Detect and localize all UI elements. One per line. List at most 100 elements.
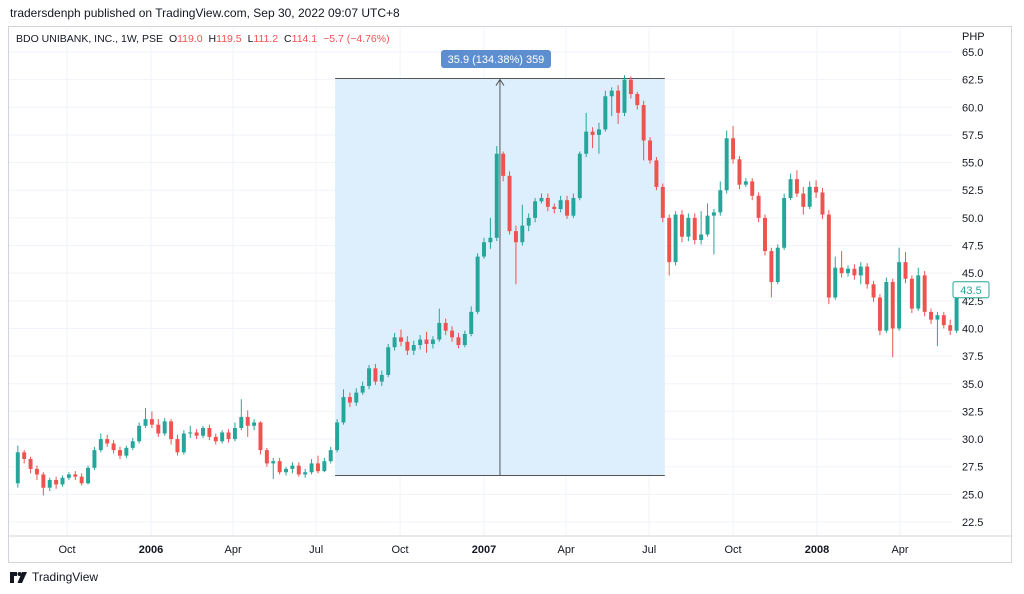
candle-body [258,422,263,451]
candle-body [686,217,691,237]
candle-body [565,200,570,216]
change-value: −5.7 (−4.76%) [323,33,390,45]
candle-body [424,339,429,344]
candle-body [737,159,742,185]
price-tick-label: 60.0 [962,102,983,114]
candle-body [545,197,550,207]
time-tick-label: 2008 [805,544,829,556]
candle-body [290,465,295,469]
symbol-legend: BDO UNIBANK, INC., 1W, PSE O119.0 H119.5… [16,33,390,45]
candle-body [801,193,806,207]
candle-body [858,266,863,276]
candle-body [590,131,595,135]
time-tick-label: Apr [225,544,242,556]
candle-body [341,397,346,423]
candle-body [635,94,640,106]
candle-body [520,225,525,243]
candle-body [909,278,914,309]
candle-body [252,422,257,426]
candle-body [718,190,723,213]
candle-body [175,439,180,453]
candle-body [130,441,135,448]
candle-body [756,195,761,218]
symbol-name: BDO UNIBANK, INC., 1W, PSE [16,33,164,45]
candle-body [124,447,129,456]
high-label: H [208,33,217,45]
price-tick-label: 22.5 [962,517,983,529]
candle-body [782,197,787,248]
time-tick-label: Oct [59,544,76,556]
candle-body [367,368,372,386]
candle-body [807,186,812,207]
low-value: 111.2 [253,33,279,45]
candle-body [584,131,589,154]
candle-body [826,214,831,298]
range-badge-label: 35.9 (134.38%) 359 [448,54,545,66]
tradingview-logo-icon [10,571,27,583]
candle-body [941,315,946,326]
candle-body [763,217,767,252]
candle-body [443,322,448,331]
candle-body [220,432,225,442]
time-tick-label: Apr [891,544,908,556]
candle-body [60,477,65,485]
candle-body [335,422,340,451]
candle-body [922,275,927,312]
candle-body [679,214,684,237]
candle-body [488,237,493,243]
time-tick-label: Apr [558,544,575,556]
range-badge [441,50,551,68]
candle-body [814,186,819,193]
candle-body [622,79,627,113]
candle-body [699,234,704,240]
candle-body [347,397,352,403]
price-tick-label: 47.5 [962,241,983,253]
candle-body [507,175,512,232]
candle-body [750,181,755,196]
price-tick-label: 52.5 [962,185,983,197]
candle-body [201,428,205,436]
currency-label: PHP [962,31,985,43]
candle-body [820,192,825,215]
candle-body [852,268,857,276]
candle-body [692,217,697,240]
candle-body [731,138,736,160]
price-tick-label: 50.0 [962,213,983,225]
candle-body [213,436,218,442]
candle-body [226,432,231,440]
candle-body [775,247,780,283]
candle-body [430,339,435,344]
close-label: C [284,33,292,45]
candle-body [839,267,844,274]
candle-body [724,138,729,191]
candle-body [47,479,52,488]
candle-body [603,96,608,130]
candle-body [22,452,27,459]
candle-body [392,337,397,348]
price-tick-label: 30.0 [962,434,983,446]
footer-brand[interactable]: TradingView [10,570,98,584]
candle-body [609,90,614,97]
open-value: 119.0 [177,33,203,45]
candle-body [309,463,314,473]
candle-body [884,282,889,331]
candle-body [15,452,20,484]
last-price-label: 43.5 [960,285,981,297]
candle-body [188,432,193,434]
candle-body [501,153,506,176]
candle-body [475,256,480,312]
candle-body [284,468,289,473]
time-tick-label: 2006 [139,544,163,556]
price-tick-label: 45.0 [962,268,983,280]
candle-body [156,424,161,434]
time-tick-label: Jul [309,544,323,556]
candle-body [373,368,378,382]
low-label: L [247,33,254,45]
price-tick-label: 35.0 [962,379,983,391]
candle-body [897,262,902,329]
candle-body [890,282,895,329]
candle-body [271,461,276,464]
candle-body [105,439,110,444]
candle-body [149,419,154,425]
